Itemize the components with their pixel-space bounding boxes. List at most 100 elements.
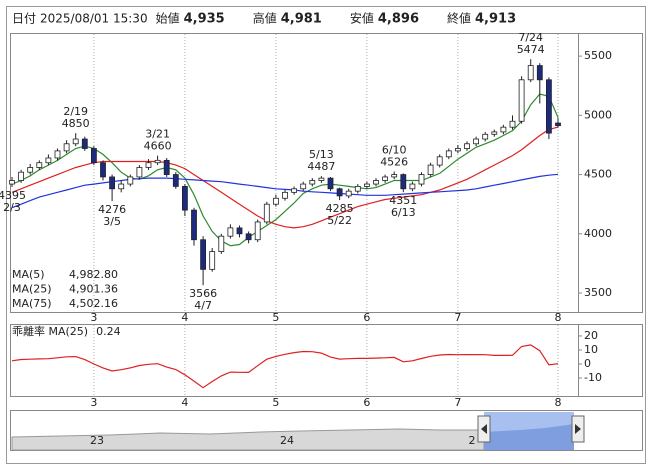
candle-body (63, 143, 70, 152)
candle-body (400, 174, 407, 190)
candle-body (218, 235, 225, 252)
y-tick-label: 5000 (584, 108, 612, 121)
navigator-label: 2 (469, 434, 476, 447)
x-tick-label: 5 (272, 396, 279, 409)
legend-value: 4,982.80 (69, 268, 118, 281)
legend-value: 4,901.36 (69, 283, 118, 296)
outer-frame (6, 6, 646, 464)
x-tick-label: 7 (454, 311, 461, 324)
header-value: 4,896 (378, 12, 419, 27)
annotation-price: 4850 (62, 117, 90, 130)
y-tick-label: 20 (584, 329, 598, 342)
x-tick-label: 8 (555, 311, 562, 324)
annotation-date: 7/24 (518, 31, 543, 44)
header-label: 終値 (447, 11, 471, 26)
candle-body (291, 188, 298, 193)
annotation-price: 4276 (98, 203, 126, 216)
candle-body (136, 167, 143, 178)
deviation-frame (10, 324, 643, 397)
x-tick-label: 4 (181, 396, 188, 409)
annotation-date: 4/7 (194, 299, 212, 312)
x-tick-label: 4 (181, 311, 188, 324)
candle-body (536, 65, 543, 81)
annotation-price: 3566 (189, 287, 217, 300)
candle-body (127, 176, 134, 185)
candle-body (318, 177, 325, 181)
x-tick-label: 6 (363, 396, 370, 409)
annotation-date: 6/10 (382, 143, 407, 156)
candle-body (118, 183, 125, 190)
candle-body (454, 148, 461, 152)
navigator: 23 24 2 (10, 410, 643, 451)
y-tick-label: 0 (584, 357, 591, 370)
candle-body (282, 191, 288, 199)
candle-body (27, 167, 34, 173)
annotation-date: 5/22 (327, 214, 352, 227)
navigator-label: 24 (280, 434, 294, 447)
candle-body (327, 177, 334, 190)
x-tick-label: 3 (90, 311, 97, 324)
candle-body (518, 79, 525, 122)
candle-body (200, 239, 207, 270)
candle-body (527, 65, 534, 81)
candle-body (72, 138, 79, 145)
annotation-date: 2/3 (3, 201, 21, 214)
candle-body (391, 174, 398, 178)
candle-body (300, 183, 307, 190)
handle-arrow (575, 424, 581, 434)
annotation-price: 4526 (380, 155, 408, 168)
candle-body (491, 131, 498, 135)
navigator-area (11, 428, 485, 451)
navigator-label: 23 (90, 434, 104, 447)
legend-value: 0.24 (96, 325, 121, 338)
candle-body (546, 79, 552, 134)
y-tick-label: 4000 (584, 227, 612, 240)
candle-body (373, 180, 379, 185)
header-label: 始値 (156, 11, 180, 26)
candle-body (91, 148, 97, 164)
candle-body (500, 126, 507, 133)
candle-body (18, 171, 25, 181)
header-label: 日付 (12, 12, 36, 26)
candle-body (263, 203, 270, 223)
legend-value: 4,502.16 (69, 297, 118, 310)
moving-average (11, 93, 559, 247)
candle-body (555, 122, 561, 127)
candle-body (345, 190, 352, 197)
y-tick-label: 3500 (584, 286, 612, 299)
candle-body (45, 157, 52, 164)
candle-body (409, 183, 416, 190)
candle-body (145, 162, 152, 168)
candle-body (254, 221, 261, 241)
candle-body (336, 188, 343, 197)
annotation-date: 3/5 (103, 215, 121, 228)
candle-body (354, 186, 361, 192)
candle-body (163, 159, 170, 175)
legend-name: MA(5) (12, 268, 45, 281)
legend-name: MA(75) (12, 297, 52, 310)
candle-body (427, 164, 434, 175)
candle-body (418, 174, 425, 185)
candle-body (54, 150, 61, 159)
y-tick-label: 5500 (584, 49, 612, 62)
candle-body (436, 156, 443, 166)
moving-average (11, 173, 559, 209)
navigator-area (484, 424, 574, 450)
x-tick-label: 5 (272, 311, 279, 324)
header-value: 2025/08/01 15:30 (40, 12, 148, 26)
candle-body (154, 159, 161, 164)
annotation-price: 4487 (307, 160, 335, 173)
candle-body (109, 176, 115, 190)
candle-body (382, 176, 389, 181)
x-tick-label: 7 (454, 396, 461, 409)
annotation-price: 4285 (326, 202, 354, 215)
header-label: 安値 (350, 11, 374, 26)
candle-body (9, 180, 15, 185)
candle-body (181, 186, 188, 211)
y-tick-label: 10 (584, 343, 598, 356)
y-tick-label: -10 (584, 371, 602, 384)
candle-body (209, 251, 216, 270)
annotation-date: 2/19 (63, 105, 88, 118)
